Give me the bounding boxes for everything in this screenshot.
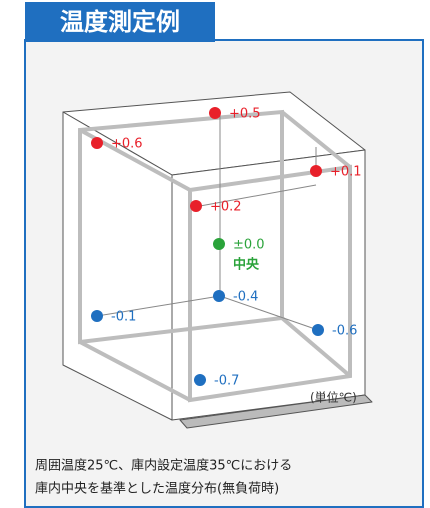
measure-label: +0.2 (210, 200, 242, 215)
measure-dot (312, 324, 324, 336)
caption-line: 周囲温度25℃、庫内設定温度35℃における (35, 458, 292, 474)
measure-dot (209, 107, 221, 119)
measure-dot (91, 137, 103, 149)
measure-label: +0.6 (111, 137, 143, 152)
measure-dot (213, 238, 225, 250)
measure-dot (213, 290, 225, 302)
measure-label: -0.7 (214, 374, 239, 389)
measure-dot (91, 310, 103, 322)
header-tab (25, 2, 215, 42)
measure-dot (190, 200, 202, 212)
measure-label: -0.4 (233, 290, 258, 305)
caption-line: 庫内中央を基準とした温度分布(無負荷時) (35, 481, 279, 497)
measure-label: -0.1 (111, 310, 136, 325)
unit-label: (単位℃) (310, 390, 357, 405)
header-title: 温度測定例 (60, 8, 180, 36)
measure-dot (194, 374, 206, 386)
measure-label: -0.6 (332, 324, 357, 339)
measure-sublabel: 中央 (233, 257, 260, 273)
measure-label: +0.5 (229, 107, 261, 122)
guide-lines (96, 113, 319, 331)
measure-dot (310, 165, 322, 177)
measure-label: ±0.0 (233, 238, 265, 253)
measure-label: +0.1 (330, 165, 362, 180)
